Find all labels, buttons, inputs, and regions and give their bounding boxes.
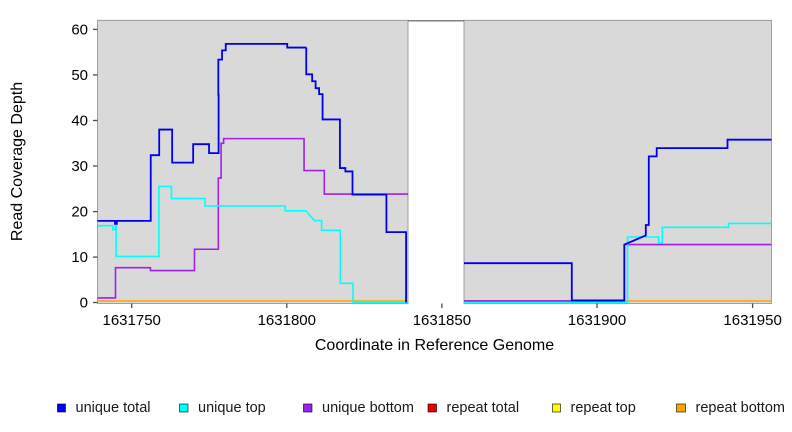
svg-text:50: 50 bbox=[71, 67, 88, 84]
svg-text:10: 10 bbox=[71, 249, 88, 266]
svg-text:1631850: 1631850 bbox=[413, 312, 471, 329]
svg-text:20: 20 bbox=[71, 204, 88, 221]
svg-text:40: 40 bbox=[71, 113, 88, 130]
svg-text:1631800: 1631800 bbox=[258, 312, 316, 329]
svg-text:Coordinate in Reference Genome: Coordinate in Reference Genome bbox=[315, 337, 554, 354]
svg-text:Read Coverage Depth: Read Coverage Depth bbox=[9, 82, 26, 241]
svg-text:unique top: unique top bbox=[198, 400, 266, 416]
svg-text:30: 30 bbox=[71, 158, 88, 175]
svg-text:repeat top: repeat top bbox=[571, 400, 636, 416]
svg-text:1631900: 1631900 bbox=[568, 312, 626, 329]
svg-text:repeat total: repeat total bbox=[447, 400, 520, 416]
svg-text:repeat bottom: repeat bottom bbox=[696, 400, 785, 416]
svg-text:0: 0 bbox=[80, 295, 88, 312]
svg-text:1631750: 1631750 bbox=[102, 312, 160, 329]
svg-text:unique bottom: unique bottom bbox=[322, 400, 414, 416]
svg-text:unique total: unique total bbox=[76, 400, 151, 416]
svg-text:60: 60 bbox=[71, 22, 88, 39]
svg-text:1631950: 1631950 bbox=[723, 312, 781, 329]
